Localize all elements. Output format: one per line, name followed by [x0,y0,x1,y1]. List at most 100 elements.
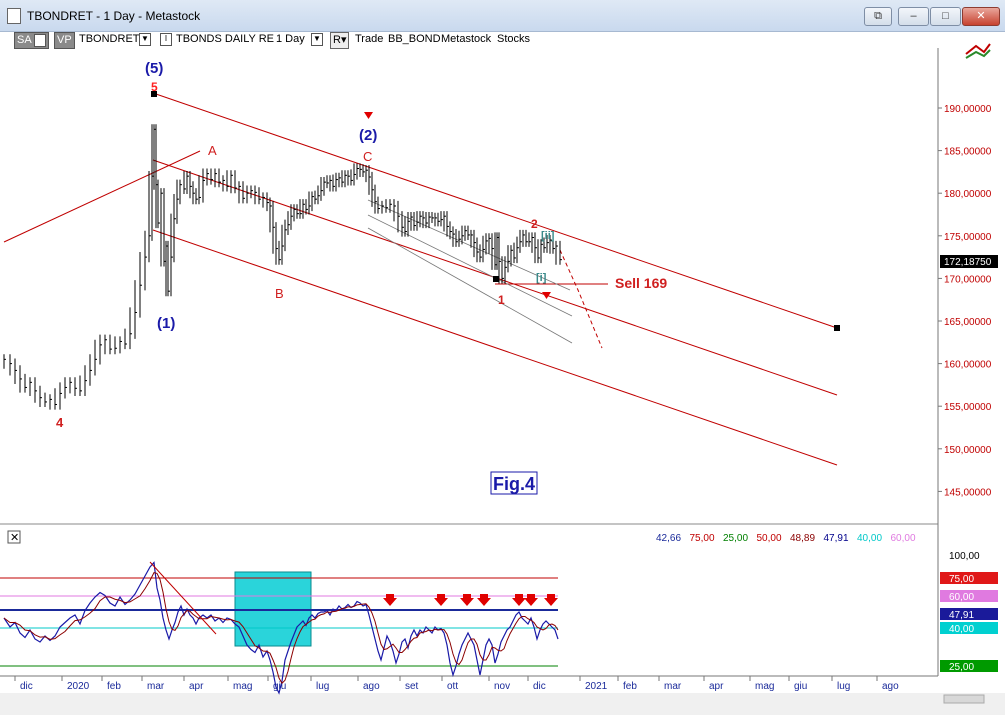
indicator-value: 60,00 [891,533,916,544]
indicator-value: 42,66 [656,533,681,544]
wave-2-label: (2) [359,127,377,144]
signal-down-arrow-icon [460,594,474,606]
security-name-label: TBONDS DAILY RE [176,33,275,45]
price-tick-label: 155,00000 [944,402,992,413]
indicator-value: 40,00 [857,533,882,544]
indicator-lines [3,561,559,695]
date-tick-label: set [405,681,419,692]
price-tick-label: 170,00000 [944,274,992,285]
wave-a-label: A [208,143,217,158]
expert-advisor-icon[interactable] [965,43,991,59]
price-tick-label: 145,00000 [944,487,992,498]
figure-label: Fig.4 [493,474,535,494]
r-label: R [333,34,341,46]
close-button[interactable]: ✕ [962,7,1000,26]
subwave-ii-label: [ii] [541,230,555,242]
scrollbar-thumb[interactable] [943,694,985,704]
date-tick-label: apr [709,681,724,692]
wave-annotations: (5) 5 (2) (1) A B C 4 1 2 [ii] [i] Sell … [56,60,667,430]
price-tick-label: 190,00000 [944,104,992,115]
date-tick-label: mag [233,681,252,692]
scrollbar-track[interactable] [0,693,1005,715]
period-label: 1 Day [276,33,305,45]
signal-down-arrow-icon [524,594,538,606]
price-bars [3,124,562,410]
date-tick-label: feb [623,681,637,692]
oscillator-line [3,561,559,695]
ind-axis-75: 75,00 [949,574,974,585]
indicator-value: 50,00 [757,533,782,544]
sell-level-label: Sell 169 [615,275,667,291]
subwave-1-label: 1 [498,293,505,307]
date-tick-label: lug [837,681,850,692]
pivot-marker [493,276,499,282]
date-tick-label: giu [273,681,286,692]
r-button[interactable]: R▾ [330,32,350,49]
minimize-button[interactable]: – [898,7,929,26]
period-dropdown-icon[interactable]: ▼ [311,32,323,46]
signal-down-arrow-icon [477,594,491,606]
indicator-value: 48,89 [790,533,815,544]
wave-b-label: B [275,286,284,301]
date-tick-label: ago [882,681,899,692]
ind-axis-25: 25,00 [949,662,974,673]
date-tick-label: ago [363,681,380,692]
ind-axis-47: 47,91 [949,610,974,621]
ind-axis-40: 40,00 [949,624,974,635]
last-price-label: 172,18750 [944,257,992,268]
trend-channel [3,92,838,466]
channel-top-line [152,92,838,329]
date-tick-label: dic [20,681,33,692]
ind-axis-60: 60,00 [949,592,974,603]
signal-down-arrow-icon [544,594,558,606]
date-tick-label: lug [316,681,329,692]
security-icon[interactable]: I [160,32,172,46]
indicator-value: 25,00 [723,533,748,544]
channel-bottom-line [152,229,838,466]
indicator-axis: 100,00 75,00 60,00 47,91 40,00 25,00 [940,551,998,673]
date-tick-label: mar [147,681,165,692]
signal-down-arrow-icon [383,594,397,606]
indicator-signal-arrows [383,594,558,606]
figure-label-box [490,471,538,495]
price-tick-label: 160,00000 [944,360,992,371]
peak-marker [151,91,157,97]
app-icon [7,8,21,24]
vp-button[interactable]: VP [54,32,75,49]
chevron-down-icon[interactable]: ▼ [34,33,47,47]
restore-window-icon[interactable]: ⧉ [864,7,892,26]
price-tick-label: 175,00000 [944,232,992,243]
window-title: TBONDRET - 1 Day - Metastock [27,9,201,23]
projection-dashed-line [559,249,603,349]
symbol-dropdown-icon[interactable]: ▼ [139,32,151,46]
date-tick-label: mar [664,681,682,692]
price-tick-label: 185,00000 [944,147,992,158]
signal-down-arrow-icon [512,594,526,606]
maximize-button[interactable]: □ [930,7,961,26]
date-tick-label: nov [494,681,510,692]
sa-label: SA [17,34,32,46]
date-tick-label: mag [755,681,774,692]
expert-label: BB_BOND [388,33,441,45]
price-tick-label: 150,00000 [944,445,992,456]
wave-4-label: 4 [56,415,64,430]
trade-label[interactable]: Trade [355,33,384,45]
wave-1-label: (1) [157,315,175,332]
source-label: Metastock [441,33,492,45]
signal-down-arrow-icon [434,594,448,606]
price-tick-label: 165,00000 [944,317,992,328]
date-tick-label: 2020 [67,681,90,692]
date-axis: dic 2020 feb mar apr mag giu lug ago set ott nov dic… [14,676,899,692]
close-icon[interactable]: ✕ [10,532,19,544]
price-tick-label: 180,00000 [944,189,992,200]
wave-5-red-label: 5 [151,80,158,94]
indicator-value: 75,00 [690,533,715,544]
sa-button[interactable]: SA ▼ [14,32,50,49]
indicator-close-button[interactable] [7,530,21,544]
oscillator-trend-line [149,561,217,635]
date-tick-label: giu [794,681,807,692]
date-tick-label: 2021 [585,681,608,692]
subwave-2-label: 2 [531,217,538,231]
oscillator-signal-line [3,572,559,685]
